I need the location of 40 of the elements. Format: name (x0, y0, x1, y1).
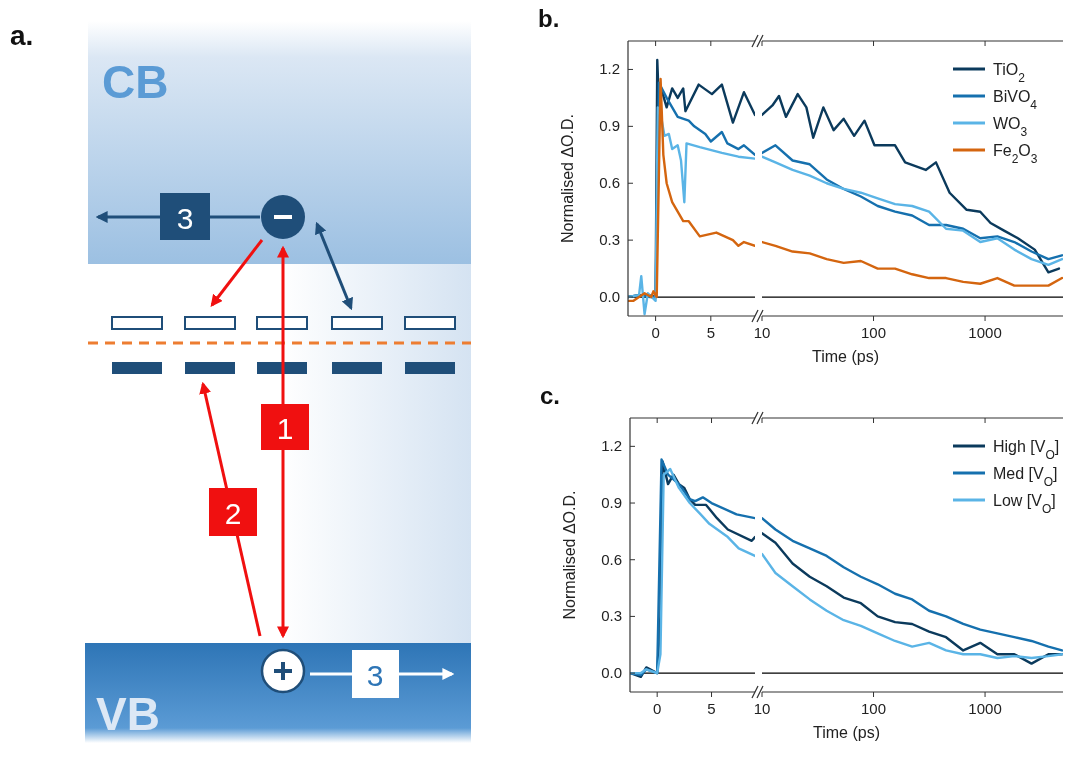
legend-label: Low [V$_{O}$] (993, 492, 1056, 516)
y-tick-label: 0.6 (599, 174, 620, 192)
x-tick-label: 1000 (968, 324, 1002, 341)
legend-label: TiO$_{2}$ (993, 61, 1026, 85)
x-tick-label: 0 (653, 700, 662, 717)
legend-label: High [V$_{O}$] (993, 438, 1060, 462)
chart-title: c. (540, 382, 561, 409)
text: 3 (176, 202, 194, 235)
y-tick-label: 0.9 (599, 117, 620, 135)
x-axis-title: Time (ps) (813, 724, 880, 741)
y-tick-label: 1.2 (601, 437, 622, 455)
y-axis-title: Normalised ΔO.D. (559, 114, 576, 243)
text: VB (96, 688, 160, 740)
y-axis-title: Normalised ΔO.D. (561, 490, 578, 620)
y-tick-label: 0.3 (599, 231, 620, 249)
y-tick-label: 1.2 (599, 60, 620, 78)
x-axis-title: Time (ps) (812, 348, 879, 365)
x-tick-label: 10 (753, 324, 771, 341)
x-tick-label: 5 (707, 700, 716, 717)
x-tick-label: 10 (753, 700, 771, 717)
legend-label: Fe$_{2}$O$_{3}$ (993, 142, 1038, 166)
x-tick-label: 1000 (968, 700, 1002, 717)
text: 1 (276, 412, 294, 445)
y-tick-label: 0.0 (601, 664, 622, 682)
legend-label: WO$_{3}$ (993, 115, 1028, 139)
text: a. (10, 20, 34, 51)
x-tick-label: 0 (651, 324, 660, 341)
y-tick-label: 0.9 (601, 494, 622, 512)
legend-label: BiVO$_{4}$ (993, 88, 1038, 112)
chart-title: b. (538, 5, 560, 32)
y-tick-label: 0.0 (599, 288, 620, 306)
text: 3 (366, 659, 384, 692)
x-tick-label: 100 (861, 324, 887, 341)
x-tick-label: 5 (706, 324, 715, 341)
text: 2 (224, 497, 242, 530)
text: CB (102, 56, 169, 108)
legend-label: Med [V$_{O}$] (993, 465, 1058, 489)
x-tick-label: 100 (861, 700, 887, 717)
y-tick-label: 0.3 (601, 607, 622, 625)
y-tick-label: 0.6 (601, 550, 622, 568)
